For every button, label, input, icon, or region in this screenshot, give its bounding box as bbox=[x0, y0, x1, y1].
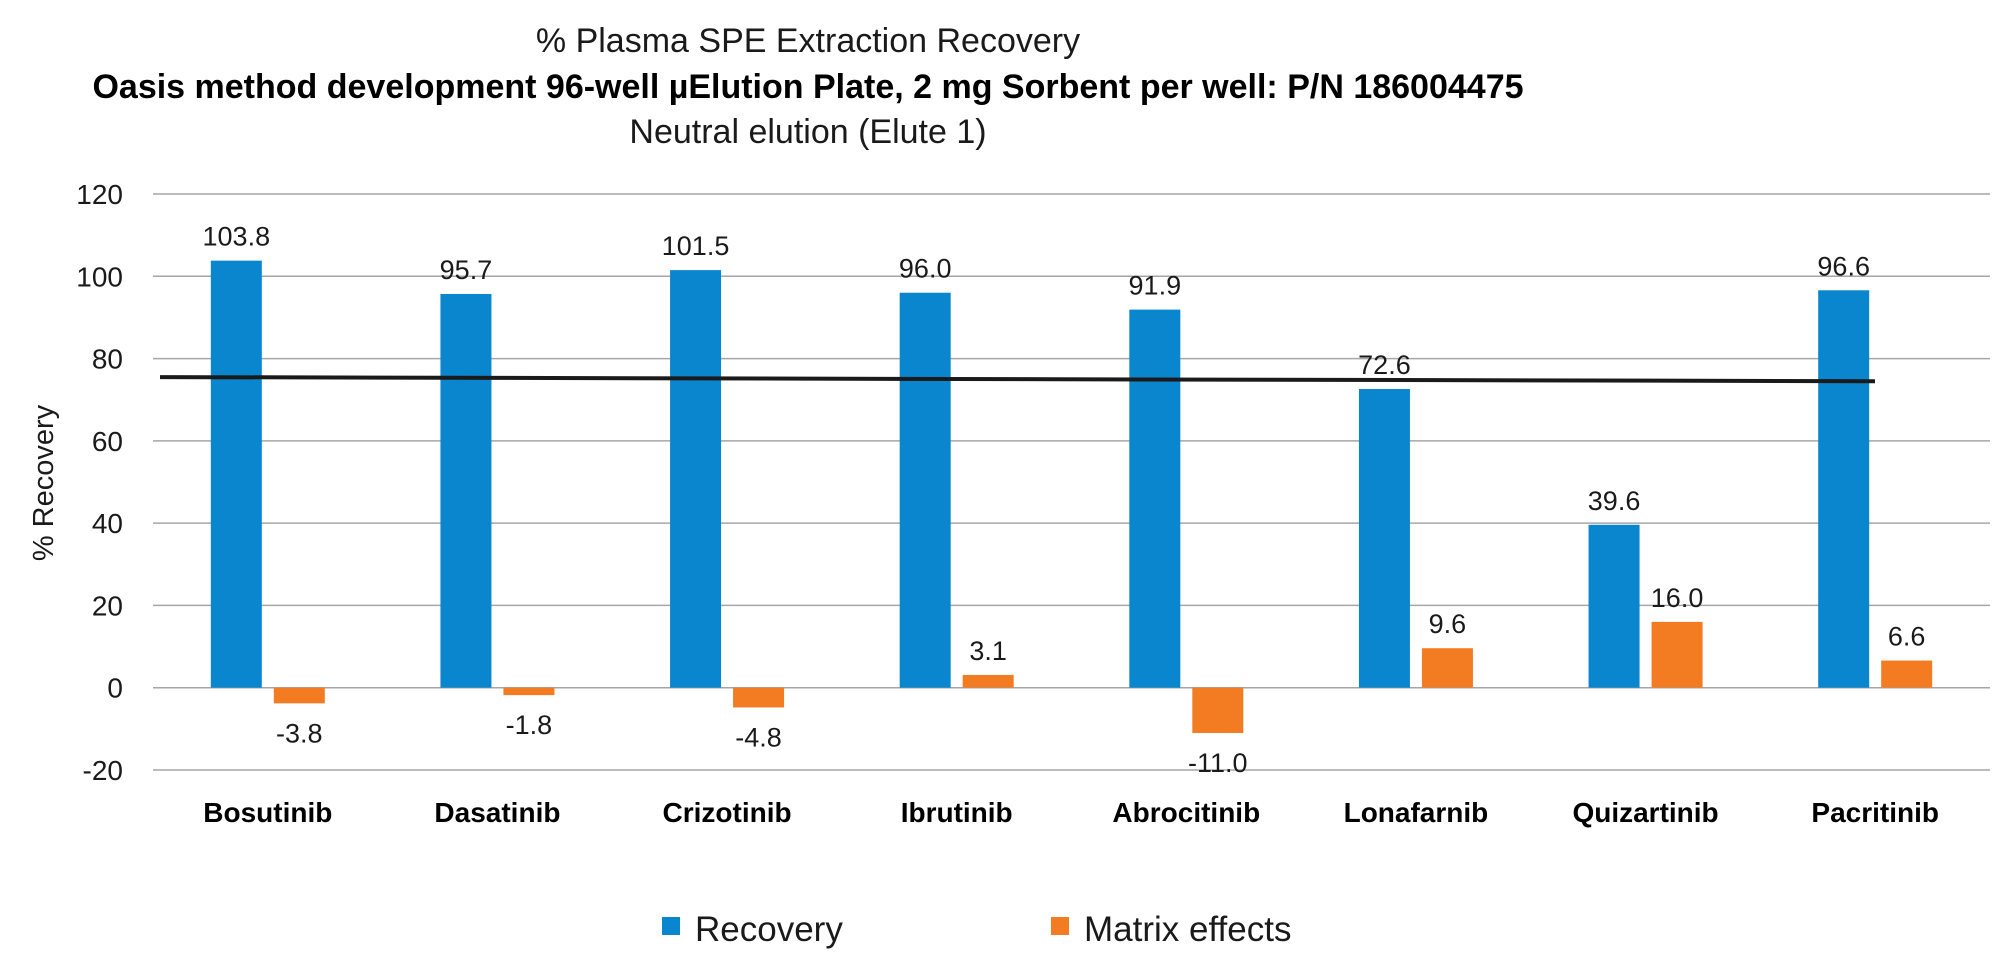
chart-title: % Plasma SPE Extraction Recovery bbox=[536, 22, 1080, 60]
bar-matrix-effects-lonafarnib bbox=[1421, 648, 1473, 688]
data-label-recovery-pacritinib: 96.6 bbox=[1817, 251, 1870, 281]
bar-recovery-bosutinib bbox=[210, 260, 262, 688]
bar-recovery-crizotinib bbox=[670, 270, 722, 688]
data-label-recovery-bosutinib: 103.8 bbox=[203, 222, 271, 252]
data-label-matrix-effects-crizotinib: -4.8 bbox=[735, 722, 782, 752]
category-label-lonafarnib: Lonafarnib bbox=[1344, 797, 1489, 828]
y-tick-labels: -20 0 20 40 60 80 100 120 bbox=[76, 179, 123, 786]
category-label-abrocitinib: Abrocitinib bbox=[1112, 797, 1260, 828]
gridlines bbox=[153, 193, 1990, 771]
y-tick-40: 40 bbox=[92, 508, 123, 539]
category-label-ibrutinib: Ibrutinib bbox=[901, 797, 1013, 828]
category-label-dasatinib: Dasatinib bbox=[434, 797, 560, 828]
data-label-recovery-abrocitinib: 91.9 bbox=[1129, 271, 1182, 301]
data-label-matrix-effects-quizartinib: 16.0 bbox=[1651, 583, 1704, 613]
bar-recovery-pacritinib bbox=[1818, 290, 1870, 688]
bar-matrix-effects-abrocitinib bbox=[1192, 687, 1244, 733]
data-label-recovery-crizotinib: 101.5 bbox=[662, 231, 730, 261]
data-label-matrix-effects-ibrutinib: 3.1 bbox=[969, 636, 1007, 666]
y-tick--20: -20 bbox=[83, 755, 123, 786]
bar-matrix-effects-bosutinib bbox=[273, 687, 325, 704]
chart-subtitle: Oasis method development 96-well µElutio… bbox=[92, 68, 1523, 106]
bar-matrix-effects-crizotinib bbox=[733, 687, 785, 708]
category-label-quizartinib: Quizartinib bbox=[1572, 797, 1718, 828]
data-label-matrix-effects-bosutinib: -3.8 bbox=[276, 718, 323, 748]
legend-label-recovery: Recovery bbox=[695, 910, 843, 949]
category-label-crizotinib: Crizotinib bbox=[663, 797, 792, 828]
legend: Recovery Matrix effects bbox=[662, 910, 1291, 949]
bar-recovery-abrocitinib bbox=[1129, 309, 1181, 688]
data-labels: 103.8 -3.8 95.7 -1.8 101.5 -4.8 96.0 3.1 91.9 -11… bbox=[203, 222, 1926, 778]
y-tick-100: 100 bbox=[76, 261, 123, 292]
data-label-matrix-effects-pacritinib: 6.6 bbox=[1888, 622, 1926, 652]
bars bbox=[210, 260, 1933, 733]
category-label-pacritinib: Pacritinib bbox=[1811, 797, 1939, 828]
y-tick-0: 0 bbox=[107, 673, 123, 704]
chart-subtitle-2: Neutral elution (Elute 1) bbox=[629, 113, 986, 151]
bar-recovery-lonafarnib bbox=[1358, 389, 1410, 688]
legend-label-matrix-effects: Matrix effects bbox=[1084, 910, 1291, 949]
data-label-matrix-effects-abrocitinib: -11.0 bbox=[1188, 748, 1248, 778]
bar-matrix-effects-pacritinib bbox=[1881, 660, 1933, 688]
bar-recovery-ibrutinib bbox=[899, 292, 951, 688]
y-tick-60: 60 bbox=[92, 426, 123, 457]
bar-recovery-dasatinib bbox=[440, 293, 492, 688]
bar-recovery-quizartinib bbox=[1588, 524, 1640, 688]
data-label-recovery-quizartinib: 39.6 bbox=[1588, 486, 1641, 516]
legend-swatch-matrix-effects bbox=[1051, 917, 1069, 935]
reference-line bbox=[159, 375, 1876, 384]
data-label-recovery-lonafarnib: 72.6 bbox=[1358, 350, 1411, 380]
y-tick-80: 80 bbox=[92, 344, 123, 375]
bar-matrix-effects-ibrutinib bbox=[962, 674, 1014, 688]
bar-matrix-effects-quizartinib bbox=[1651, 621, 1703, 688]
bar-matrix-effects-dasatinib bbox=[503, 687, 555, 696]
y-tick-120: 120 bbox=[76, 179, 123, 210]
data-label-recovery-ibrutinib: 96.0 bbox=[899, 254, 952, 284]
data-label-matrix-effects-dasatinib: -1.8 bbox=[506, 710, 553, 740]
category-label-bosutinib: Bosutinib bbox=[203, 797, 332, 828]
category-labels: Bosutinib Dasatinib Crizotinib Ibrutinib Abr… bbox=[203, 797, 1939, 828]
y-axis-label: % Recovery bbox=[28, 404, 60, 561]
y-tick-20: 20 bbox=[92, 590, 123, 621]
data-label-recovery-dasatinib: 95.7 bbox=[440, 255, 493, 285]
data-label-matrix-effects-lonafarnib: 9.6 bbox=[1429, 609, 1467, 639]
legend-swatch-recovery bbox=[662, 917, 680, 935]
